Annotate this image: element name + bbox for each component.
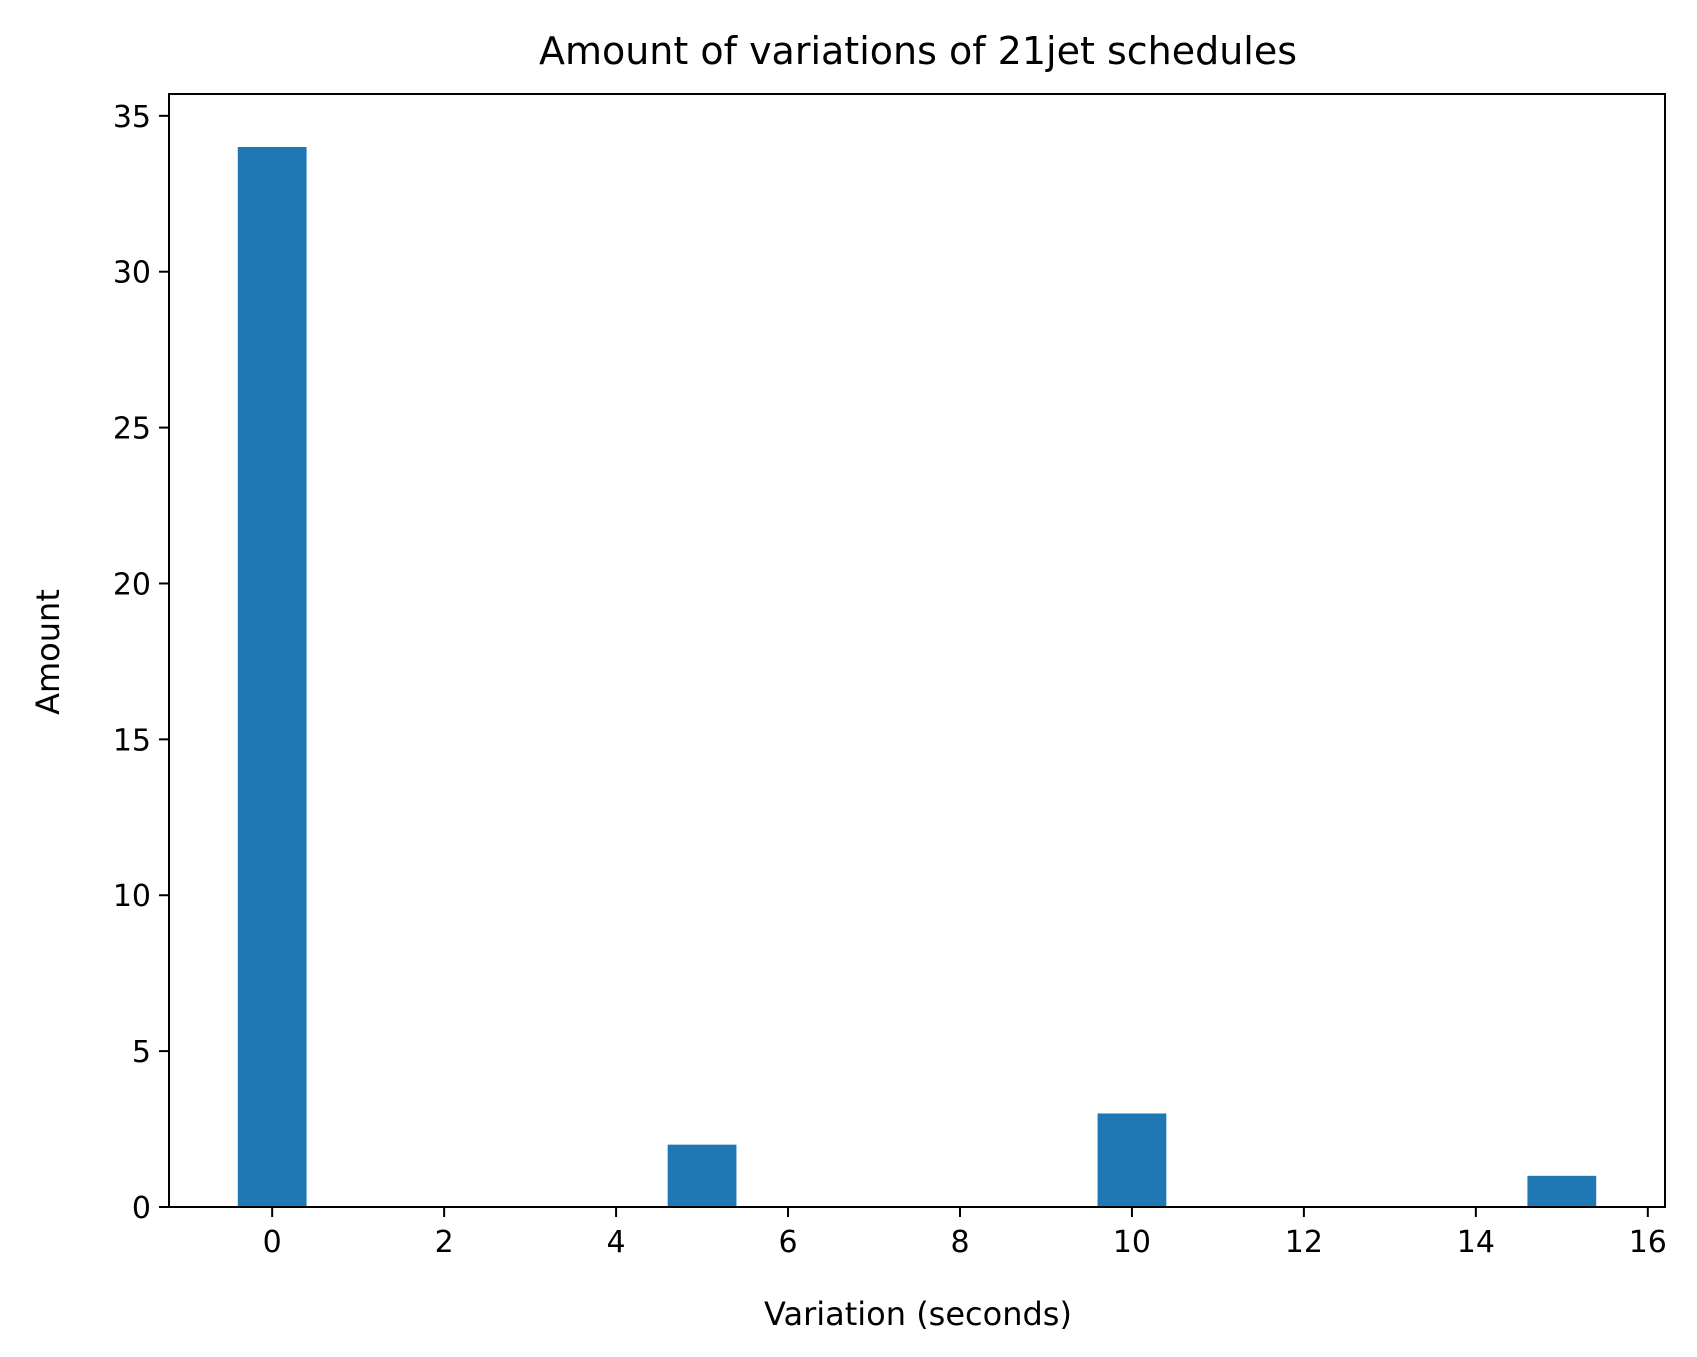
x-tick-label: 2 bbox=[435, 1225, 454, 1260]
plot-frame bbox=[168, 93, 1666, 1208]
y-axis-ticks: 0 5 10 15 20 25 30 35 bbox=[113, 100, 169, 1226]
chart-title: Amount of variations of 21jet schedules bbox=[539, 29, 1297, 73]
x-tick-label: 16 bbox=[1629, 1225, 1667, 1260]
x-tick-label: 14 bbox=[1457, 1225, 1495, 1260]
y-tick-label: 20 bbox=[113, 567, 151, 602]
y-tick-label: 35 bbox=[113, 100, 151, 135]
x-axis-label: Variation (seconds) bbox=[764, 1295, 1072, 1333]
x-tick-label: 0 bbox=[263, 1225, 282, 1260]
bar-x-0 bbox=[237, 147, 307, 1207]
y-tick-label: 10 bbox=[113, 879, 151, 914]
x-tick-label: 12 bbox=[1285, 1225, 1323, 1260]
y-tick-label: 25 bbox=[113, 412, 151, 447]
bar-x-15 bbox=[1527, 1175, 1597, 1207]
x-axis-ticks: 0 2 4 6 8 10 12 14 16 bbox=[263, 1207, 1667, 1260]
x-tick-label: 10 bbox=[1113, 1225, 1151, 1260]
bar-x-5 bbox=[667, 1144, 737, 1207]
bars-group bbox=[237, 147, 1597, 1207]
y-tick-label: 30 bbox=[113, 256, 151, 291]
y-tick-label: 5 bbox=[132, 1035, 151, 1070]
x-tick-label: 6 bbox=[778, 1225, 797, 1260]
x-tick-label: 8 bbox=[950, 1225, 969, 1260]
y-tick-label: 15 bbox=[113, 723, 151, 758]
y-tick-label: 0 bbox=[132, 1191, 151, 1226]
x-tick-label: 4 bbox=[607, 1225, 626, 1260]
y-axis-label: Amount bbox=[29, 589, 67, 715]
bar-x-10 bbox=[1097, 1113, 1167, 1207]
